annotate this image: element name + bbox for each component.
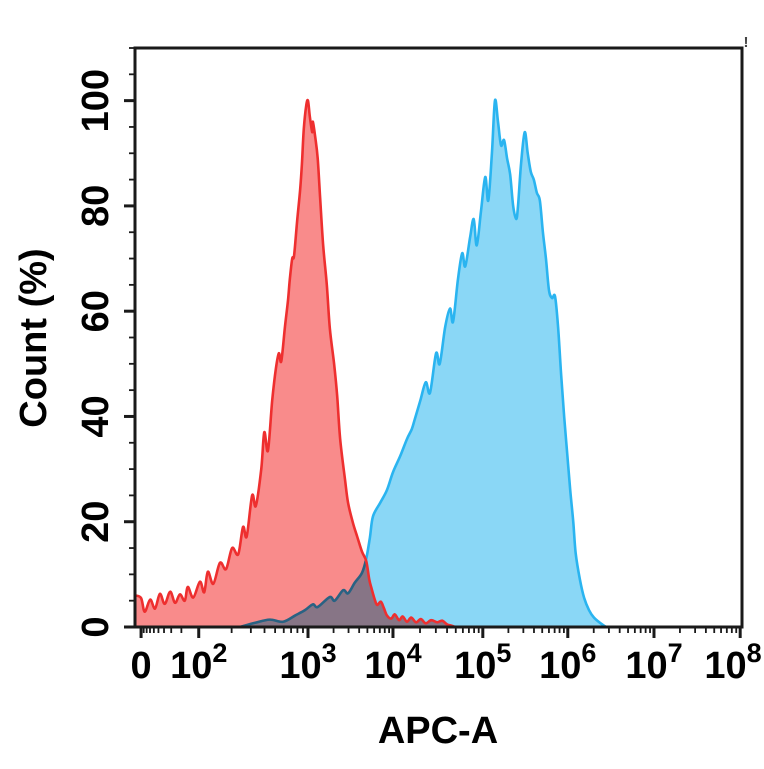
- x-tick-label: 106: [539, 638, 596, 687]
- blue-histogram-fill: [240, 99, 607, 628]
- y-axis-title: Count (%): [13, 248, 55, 427]
- x-tick-label: 104: [364, 638, 421, 687]
- red-histogram-outline: [133, 98, 457, 629]
- x-tick-label: 102: [170, 638, 227, 687]
- red-histogram-fill: [135, 100, 456, 628]
- x-tick-label: 105: [454, 638, 511, 687]
- x-axis-title: APC-A: [378, 710, 498, 752]
- y-tick-label: 80: [75, 185, 117, 227]
- y-tick-label: 20: [75, 501, 117, 543]
- x-tick-label: 107: [625, 638, 682, 687]
- corner-artifact-mark: !: [744, 34, 749, 51]
- x-tick-label: 103: [279, 638, 336, 687]
- y-tick-label: 40: [75, 395, 117, 437]
- y-tick-label: 60: [75, 290, 117, 332]
- y-tick-label: 100: [75, 69, 117, 132]
- x-tick-label: 0: [130, 645, 151, 687]
- plot-generated-layer: 0 102 103 104 105 106 107 108 0 20 40 60 80 100: [75, 46, 762, 687]
- plot-border: [133, 46, 744, 629]
- x-tick-label: 108: [704, 638, 761, 687]
- y-tick-label: 0: [75, 616, 117, 637]
